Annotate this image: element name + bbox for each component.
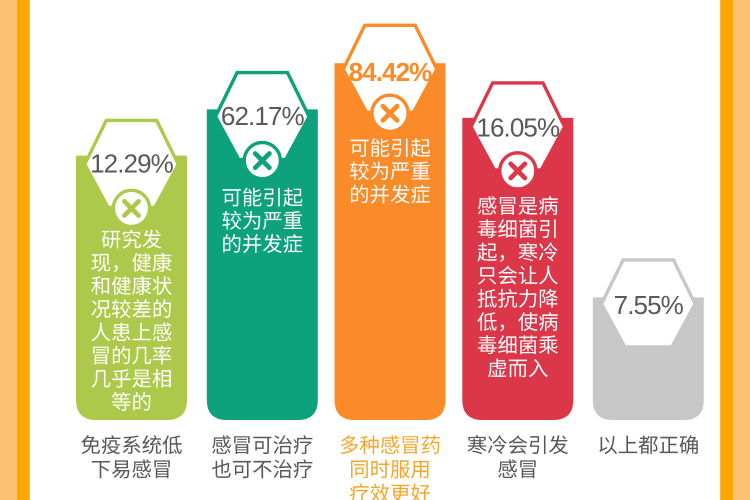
- svg-text:84.42%: 84.42%: [349, 57, 433, 87]
- svg-text:12.29%: 12.29%: [90, 148, 174, 178]
- svg-text:7.55%: 7.55%: [614, 290, 684, 320]
- svg-text:16.05%: 16.05%: [476, 112, 560, 142]
- svg-text:62.17%: 62.17%: [221, 101, 305, 131]
